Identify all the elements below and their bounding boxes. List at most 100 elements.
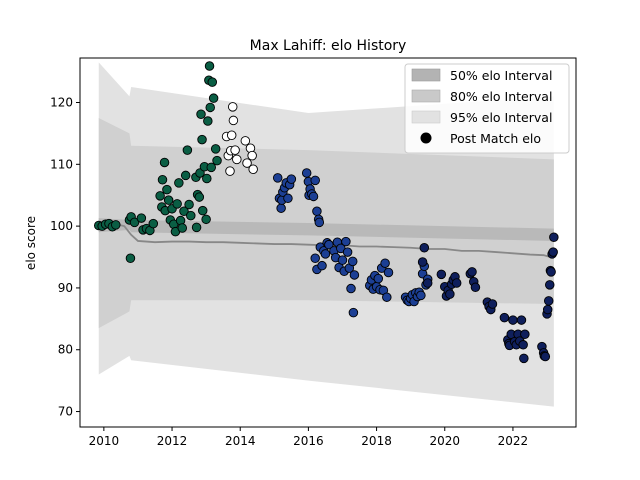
data-point (212, 155, 222, 166)
data-point (148, 218, 159, 229)
data-point (346, 283, 356, 294)
data-point (203, 116, 213, 126)
data-point (157, 175, 168, 185)
data-point (499, 312, 510, 323)
y-tick-label: 90 (58, 281, 73, 295)
legend: 50% elo Interval 80% elo Interval 95% el… (404, 63, 570, 154)
x-tick-label: 2016 (293, 434, 324, 448)
data-point (226, 130, 237, 141)
data-point (196, 109, 206, 119)
data-point (487, 299, 498, 309)
data-point (194, 192, 205, 202)
post-match-points (93, 61, 559, 364)
data-point (208, 93, 219, 103)
legend-swatch-95 (411, 110, 441, 124)
data-point (155, 191, 165, 201)
data-point (519, 353, 529, 364)
x-tick-label: 2014 (225, 434, 256, 448)
data-point (546, 267, 556, 277)
data-point (382, 292, 392, 302)
data-point (341, 236, 351, 247)
data-point (470, 282, 481, 293)
data-point (136, 213, 147, 223)
data-point (417, 257, 428, 267)
data-point (206, 162, 216, 173)
data-point (159, 157, 170, 168)
data-point (230, 145, 240, 155)
data-point (373, 273, 384, 284)
data-point (342, 247, 353, 257)
data-point (182, 145, 193, 155)
x-tick-label: 2018 (361, 434, 392, 448)
legend-label-post-match: Post Match elo (450, 131, 541, 146)
y-tick-label: 110 (50, 157, 73, 171)
y-tick-label: 120 (50, 96, 73, 110)
data-point (549, 232, 559, 242)
data-point (320, 249, 331, 259)
data-point (232, 154, 242, 165)
data-point (436, 269, 447, 280)
data-point (197, 205, 208, 216)
data-point (301, 168, 312, 178)
data-point (162, 184, 172, 195)
y-axis: 70 80 90 100 110 120 (50, 96, 80, 419)
mean-elo-line (98, 221, 551, 258)
band-50 (98, 218, 554, 241)
x-tick-label: 2022 (498, 434, 529, 448)
data-point (172, 199, 182, 209)
y-tick-label: 70 (58, 405, 73, 419)
data-point (419, 243, 430, 253)
y-axis-title: elo score (24, 216, 38, 270)
x-tick-label: 2012 (157, 434, 188, 448)
data-point (202, 173, 212, 184)
data-point (129, 217, 140, 228)
data-point (516, 315, 527, 325)
data-point (314, 217, 325, 228)
data-point (543, 296, 554, 306)
data-point (347, 256, 358, 267)
mean-elo-line-path (98, 221, 551, 258)
data-point (540, 351, 551, 362)
data-point (240, 136, 251, 146)
data-point (225, 166, 235, 176)
data-point (337, 255, 348, 265)
data-point (508, 315, 518, 325)
data-point (197, 134, 207, 145)
data-point (276, 203, 286, 213)
data-point (272, 173, 283, 183)
plot-frame (79, 57, 577, 428)
legend-swatch-80 (411, 89, 441, 103)
data-point (308, 191, 319, 202)
y-tick-label: 80 (58, 343, 73, 357)
x-tick-label: 2020 (429, 434, 460, 448)
data-point (451, 278, 462, 288)
data-point (518, 340, 528, 350)
data-point (247, 150, 257, 161)
data-point (248, 164, 258, 175)
data-point (201, 214, 211, 225)
data-point (186, 210, 196, 221)
data-point (125, 253, 136, 264)
data-point (312, 206, 322, 217)
x-tick-label: 2010 (89, 434, 120, 448)
data-point (383, 267, 394, 278)
data-point (184, 199, 194, 210)
chart-title: Max Lahiff: elo History (250, 38, 407, 54)
data-point (177, 223, 188, 233)
data-point (324, 239, 334, 250)
data-point (111, 220, 121, 230)
legend-box (404, 63, 570, 154)
x-axis: 2010 2012 2014 2016 2018 2020 2022 (89, 427, 529, 448)
data-point (179, 206, 189, 217)
data-point (545, 280, 555, 290)
data-point (191, 222, 202, 233)
data-point (227, 102, 238, 112)
data-point (317, 260, 327, 271)
data-point (467, 267, 477, 277)
data-point (380, 258, 390, 268)
data-point (174, 178, 184, 188)
data-point (286, 174, 297, 184)
legend-swatch-50 (411, 68, 441, 82)
data-point (416, 290, 426, 301)
